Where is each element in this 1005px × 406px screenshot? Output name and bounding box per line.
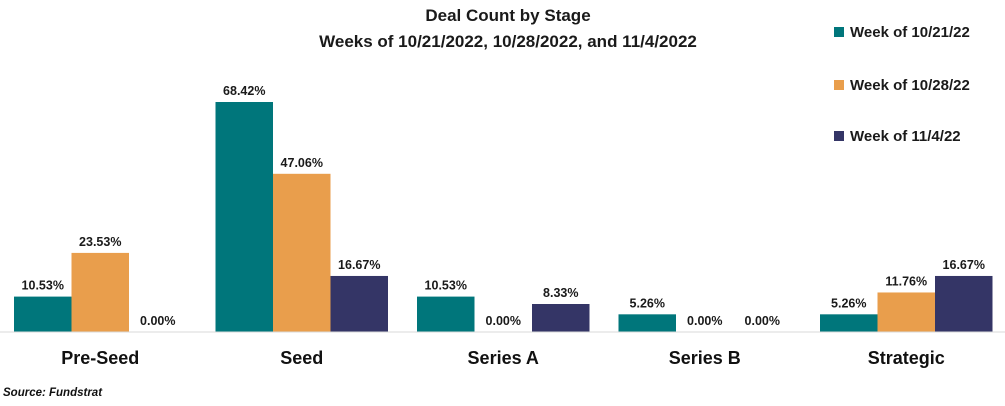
legend-label-series-2: Week of 10/28/22 xyxy=(850,77,970,94)
bar-seed-series-1 xyxy=(215,102,273,332)
source-note: Source: Fundstrat xyxy=(3,387,103,399)
bar-pre-seed-series-2 xyxy=(71,252,129,332)
legend: Week of 10/21/22 Week of 10/28/22 Week of … xyxy=(834,24,970,145)
data-label-strategic-series-2: 11.76% xyxy=(885,274,927,288)
bar-series-b-series-1 xyxy=(618,314,676,332)
data-label-seed-series-3: 16.67% xyxy=(338,258,380,272)
legend-item-series-1: Week of 10/21/22 xyxy=(834,24,970,41)
data-label-series-a-series-2: 0.00% xyxy=(486,314,521,328)
chart-subtitle: Weeks of 10/21/2022, 10/28/2022, and 11/… xyxy=(319,32,697,51)
bar-seed-series-3 xyxy=(330,275,388,332)
legend-label-series-1: Week of 10/21/22 xyxy=(850,24,970,41)
category-label-seed: Seed xyxy=(280,348,323,368)
bar-series-a-series-1 xyxy=(417,296,475,332)
data-label-strategic-series-1: 5.26% xyxy=(831,296,866,310)
legend-label-series-3: Week of 11/4/22 xyxy=(850,128,961,145)
data-label-series-a-series-1: 10.53% xyxy=(425,279,467,293)
data-label-series-a-series-3: 8.33% xyxy=(543,286,578,300)
legend-item-series-3: Week of 11/4/22 xyxy=(834,128,961,145)
bar-strategic-series-3 xyxy=(935,275,993,332)
legend-item-series-2: Week of 10/28/22 xyxy=(834,77,970,94)
category-labels-layer: Pre-Seed Seed Series A Series B Strategic xyxy=(61,348,945,368)
bars-layer xyxy=(14,102,993,332)
legend-swatch-series-2 xyxy=(834,80,844,90)
category-label-strategic: Strategic xyxy=(868,348,945,368)
data-label-series-b-series-2: 0.00% xyxy=(687,314,722,328)
data-label-pre-seed-series-3: 0.00% xyxy=(140,314,175,328)
bar-strategic-series-1 xyxy=(820,314,878,332)
chart-title: Deal Count by Stage xyxy=(425,6,590,25)
bar-seed-series-2 xyxy=(273,173,331,332)
bar-series-a-series-3 xyxy=(532,304,590,332)
bar-pre-seed-series-1 xyxy=(14,296,72,332)
category-label-series-a: Series A xyxy=(468,348,539,368)
bar-strategic-series-2 xyxy=(877,292,935,332)
data-label-pre-seed-series-1: 10.53% xyxy=(22,279,64,293)
data-label-series-b-series-3: 0.00% xyxy=(745,314,780,328)
category-label-series-b: Series B xyxy=(669,348,741,368)
data-label-series-b-series-1: 5.26% xyxy=(630,296,665,310)
category-label-pre-seed: Pre-Seed xyxy=(61,348,139,368)
data-label-pre-seed-series-2: 23.53% xyxy=(79,235,121,249)
legend-swatch-series-1 xyxy=(834,27,844,37)
legend-swatch-series-3 xyxy=(834,131,844,141)
data-label-strategic-series-3: 16.67% xyxy=(943,258,985,272)
data-labels-layer: 10.53% 23.53% 0.00% 68.42% 47.06% 16.67% 10.53… xyxy=(22,84,985,328)
data-label-seed-series-2: 47.06% xyxy=(281,156,323,170)
data-label-seed-series-1: 68.42% xyxy=(223,84,265,98)
